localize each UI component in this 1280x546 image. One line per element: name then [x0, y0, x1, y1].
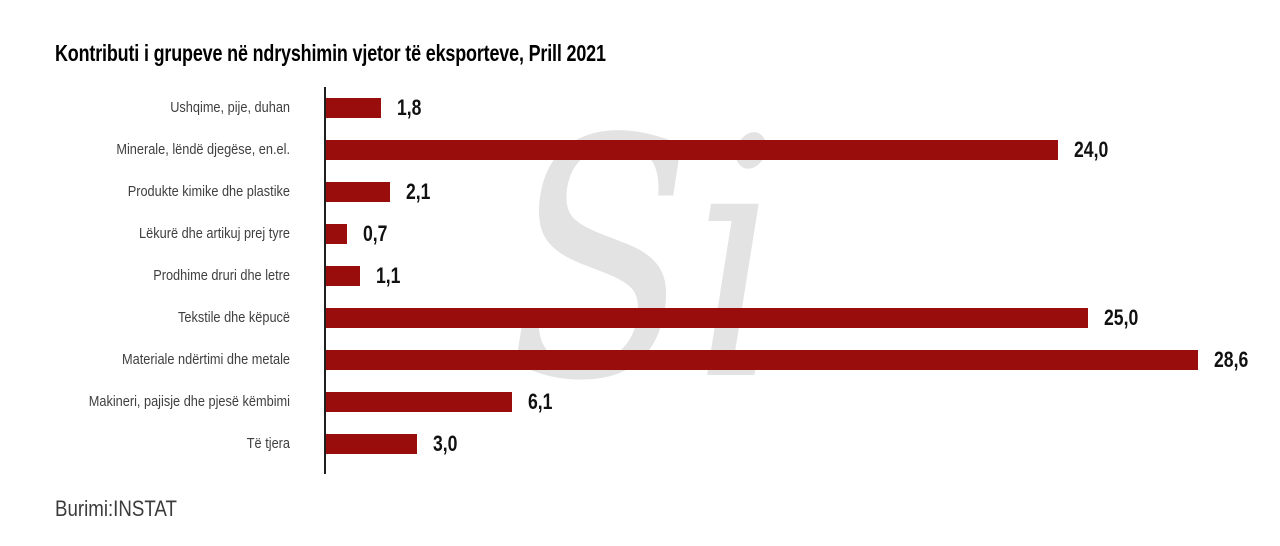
category-label: Minerale, lëndë djegëse, en.el. — [116, 141, 290, 158]
category-label: Ushqime, pije, duhan — [170, 99, 290, 116]
value-label: 0,7 — [363, 221, 388, 246]
bar — [326, 308, 1088, 328]
bar — [326, 98, 381, 118]
category-label: Tekstile dhe këpucë — [178, 309, 290, 326]
value-label: 6,1 — [528, 389, 553, 414]
category-label: Lëkurë dhe artikuj prej tyre — [139, 225, 290, 242]
category-label: Makineri, pajisje dhe pjesë këmbimi — [88, 393, 291, 410]
category-label: Produkte kimike dhe plastike — [127, 183, 290, 200]
bar — [326, 434, 417, 454]
value-label: 3,0 — [433, 431, 458, 456]
category-label: Prodhime druri dhe letre — [153, 267, 290, 284]
value-label: 25,0 — [1104, 305, 1139, 330]
y-axis-line — [324, 87, 326, 474]
category-label: Të tjera — [246, 435, 290, 452]
bar — [326, 350, 1198, 370]
value-label: 28,6 — [1214, 347, 1249, 372]
value-label: 1,8 — [397, 95, 422, 120]
source-note: Burimi:INSTAT — [55, 496, 177, 521]
chart-title: Kontributi i grupeve në ndryshimin vjeto… — [55, 40, 606, 66]
value-label: 24,0 — [1074, 137, 1109, 162]
value-label: 2,1 — [406, 179, 431, 204]
bar — [326, 224, 347, 244]
bar — [326, 392, 512, 412]
category-label: Materiale ndërtimi dhe metale — [122, 351, 290, 368]
bar — [326, 182, 390, 202]
bar — [326, 266, 360, 286]
value-label: 1,1 — [376, 263, 401, 288]
bar — [326, 140, 1058, 160]
